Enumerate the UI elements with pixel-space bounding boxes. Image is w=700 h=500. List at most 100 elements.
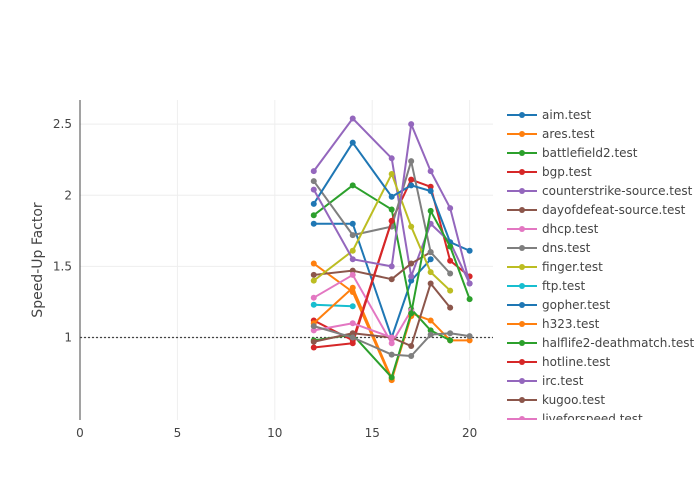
legend-swatch-marker (519, 264, 525, 270)
legend-item[interactable]: ares.test (507, 127, 595, 141)
legend-items: aim.test ares.test battlefield2.test bgp.te… (507, 108, 695, 426)
data-point (447, 257, 454, 264)
data-point (427, 249, 434, 256)
legend-item[interactable]: dayofdefeat-source.test (507, 203, 686, 217)
legend-item[interactable]: dns.test (507, 241, 591, 255)
data-point (408, 277, 415, 284)
data-point (388, 155, 395, 162)
series-line (313, 273, 413, 345)
legend-item[interactable]: counterstrike-source.test (507, 184, 693, 198)
data-point (310, 200, 317, 207)
data-point (447, 243, 454, 250)
legend-item[interactable]: ftp.test (507, 279, 585, 293)
x-tick-label: 20 (462, 426, 477, 440)
legend-item[interactable]: halflife2-deathmatch.test (507, 336, 695, 350)
legend-item[interactable]: gopher.test (507, 298, 611, 312)
y-tick-label: 2 (64, 188, 72, 202)
series-17 (310, 323, 473, 359)
data-point (349, 284, 356, 291)
data-point (310, 301, 317, 308)
data-point (427, 327, 434, 334)
data-point (408, 310, 415, 317)
data-point (310, 178, 317, 185)
data-point (349, 340, 356, 347)
legend-label: irc.test (542, 374, 584, 388)
legend[interactable]: aim.test ares.test battlefield2.test bgp.te… (507, 108, 695, 426)
series-liveforspeed-test (310, 320, 395, 341)
legend-swatch-marker (519, 245, 525, 251)
data-point (427, 188, 434, 195)
data-point (427, 168, 434, 175)
y-tick-label: 2.5 (53, 117, 72, 131)
x-tick-label: 15 (365, 426, 380, 440)
data-point (408, 343, 415, 350)
legend-label: gopher.test (542, 298, 611, 312)
data-point (408, 273, 415, 280)
legend-item[interactable]: finger.test (507, 260, 603, 274)
data-point (388, 334, 395, 341)
data-point (349, 232, 356, 239)
data-point (310, 220, 317, 227)
data-point (349, 182, 356, 189)
data-point (388, 340, 395, 347)
data-point (427, 317, 434, 324)
series-kugoo-test (310, 280, 454, 350)
x-tick-label: 5 (174, 426, 182, 440)
legend-label: dayofdefeat-source.test (542, 203, 686, 217)
y-tick-label: 1 (64, 331, 72, 345)
data-point (349, 330, 356, 337)
data-point (349, 139, 356, 146)
legend-item[interactable]: h323.test (507, 317, 600, 331)
data-point (408, 121, 415, 128)
data-point (427, 280, 434, 287)
legend-label: hotline.test (542, 355, 610, 369)
data-point (408, 353, 415, 359)
legend-label: finger.test (542, 260, 603, 274)
data-point (466, 247, 473, 254)
legend-swatch-marker (519, 283, 525, 289)
legend-item[interactable]: irc.test (507, 374, 584, 388)
data-point (388, 374, 395, 381)
legend-item[interactable]: battlefield2.test (507, 146, 638, 160)
data-point (388, 276, 395, 283)
legend-item[interactable]: liveforspeed.test (507, 412, 643, 426)
legend-item[interactable]: bgp.test (507, 165, 592, 179)
series-irc-test (310, 121, 473, 287)
data-point (427, 207, 434, 214)
data-point (408, 223, 415, 230)
legend-swatch-marker (519, 321, 525, 327)
legend-label: ftp.test (542, 279, 585, 293)
data-point (447, 205, 454, 212)
legend-swatch-marker (519, 359, 525, 365)
series-line (313, 184, 451, 342)
legend-item[interactable]: dhcp.test (507, 222, 599, 236)
data-point (310, 212, 317, 219)
data-point (349, 334, 356, 341)
data-point (466, 296, 473, 303)
data-point (388, 351, 395, 358)
series-dhcp-test (310, 271, 415, 347)
y-axis-title: Speed-Up Factor (30, 202, 46, 318)
legend-item[interactable]: hotline.test (507, 355, 610, 369)
data-point (349, 303, 356, 310)
series-layer (310, 115, 473, 384)
data-point (408, 176, 415, 183)
data-point (310, 168, 317, 175)
data-point (349, 247, 356, 254)
legend-swatch-marker (519, 112, 525, 118)
data-point (427, 269, 434, 276)
data-point (388, 206, 395, 213)
legend-swatch-marker (519, 340, 525, 346)
legend-item[interactable]: kugoo.test (507, 393, 605, 407)
legend-item[interactable]: aim.test (507, 108, 592, 122)
data-point (447, 270, 454, 277)
data-point (427, 183, 434, 190)
legend-label: aim.test (542, 108, 592, 122)
axes: 0 5 10 15 20 1 1.5 2 2.5 (53, 100, 477, 440)
data-point (310, 186, 317, 193)
data-point (388, 217, 395, 224)
legend-swatch-marker (519, 169, 525, 175)
legend-label: battlefield2.test (542, 146, 638, 160)
data-point (447, 304, 454, 311)
